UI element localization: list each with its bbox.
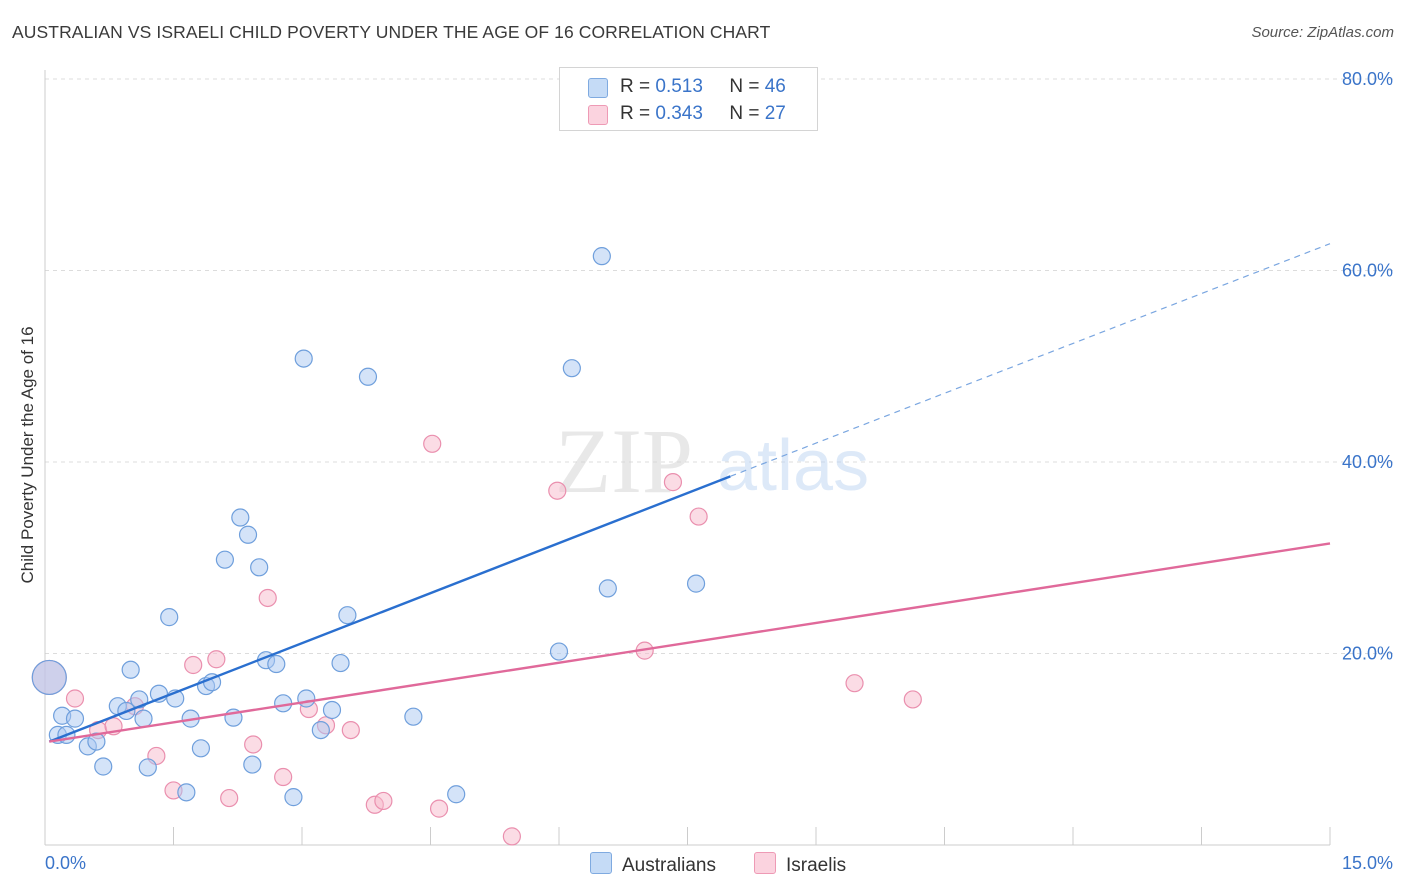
israelis-point [258, 588, 277, 608]
australians-point [404, 707, 423, 726]
israelis-point [184, 655, 203, 675]
australians-swatch [588, 78, 608, 98]
australians-point [267, 654, 286, 674]
n-value: 46 [764, 76, 786, 97]
israelis-legend-swatch [754, 852, 776, 874]
r-label: R = [620, 76, 651, 97]
australians-point [94, 757, 113, 776]
israelis-point [244, 735, 263, 754]
chart-source: Source: ZipAtlas.com [1251, 24, 1394, 41]
australians-point [297, 689, 316, 708]
watermark-atlas: atlas [717, 426, 869, 506]
israelis-swatch [588, 105, 608, 125]
israelis-point [689, 507, 708, 526]
y-tick-label: 80.0% [1342, 69, 1393, 89]
australians-point [138, 758, 157, 777]
israelis-point [663, 473, 683, 492]
israelis-point [274, 767, 293, 787]
legend-israelis: Israelis [754, 852, 846, 877]
israelis-point [423, 434, 442, 453]
australians-point [134, 709, 153, 728]
israelis-point [903, 690, 922, 709]
australians-point [284, 788, 303, 807]
watermark: ZIP atlas [555, 410, 869, 512]
australians-points [31, 247, 706, 807]
israelis-point [548, 481, 567, 500]
australians-point [177, 783, 196, 802]
australians-point [191, 739, 211, 758]
trend-lines [48, 243, 1331, 743]
x-tick-label: 15.0% [1342, 853, 1393, 873]
australians-point [447, 785, 466, 804]
r-value: 0.343 [655, 103, 703, 124]
australians-point [331, 653, 350, 673]
r-value: 0.513 [655, 76, 703, 97]
australians-point [592, 247, 611, 266]
israelis-point [220, 788, 239, 808]
n-label: N = [729, 103, 760, 124]
australians-point [231, 508, 250, 527]
australians-point [31, 659, 67, 696]
australians-point [65, 709, 85, 728]
israelis-point [207, 650, 226, 669]
watermark-zip: ZIP [555, 410, 693, 512]
australians-point [338, 606, 357, 625]
australians-legend-label: Australians [622, 855, 716, 876]
tick-labels: 20.0% 40.0% 60.0% 80.0% 0.0% 15.0% [45, 69, 1393, 873]
x-tick-label: 0.0% [45, 853, 86, 873]
australians-point [215, 550, 234, 569]
australians-point [250, 558, 269, 577]
australians-point [243, 755, 262, 774]
correlation-legend: R = 0.513 N = 46 R = 0.343 N = 27 [559, 67, 818, 131]
australians-point [121, 660, 140, 679]
australians-point [686, 574, 706, 593]
israelis-legend-label: Israelis [786, 855, 847, 876]
australians-legend-swatch [590, 852, 612, 874]
n-label: N = [729, 76, 760, 97]
gridlines [45, 78, 1393, 654]
australians-point [562, 359, 581, 378]
y-tick-label: 20.0% [1342, 644, 1393, 664]
axes [44, 70, 1331, 846]
australians-trend-extension [730, 243, 1331, 477]
australians-point [294, 349, 313, 368]
israelis-point [845, 674, 864, 693]
australians-trend-line [48, 475, 731, 743]
n-value: 27 [764, 103, 786, 124]
israelis-point [429, 799, 449, 818]
r-label: R = [620, 103, 651, 124]
chart-title: AUSTRALIAN VS ISRAELI CHILD POVERTY UNDE… [12, 22, 771, 42]
australians-point [160, 608, 179, 627]
israelis-point [502, 827, 521, 846]
y-tick-label: 60.0% [1342, 261, 1393, 281]
australians-point [549, 642, 569, 661]
australians-point [598, 579, 617, 598]
israelis-point [374, 791, 393, 811]
australians-point [322, 700, 342, 720]
israelis-point [341, 720, 360, 740]
australians-point [238, 525, 258, 544]
y-tick-label: 40.0% [1342, 452, 1393, 472]
legend-australians: Australians [590, 852, 716, 877]
israelis-point [65, 689, 85, 708]
israelis-trend-line [49, 542, 1331, 743]
australians-point [311, 720, 330, 740]
australians-point [358, 367, 378, 386]
